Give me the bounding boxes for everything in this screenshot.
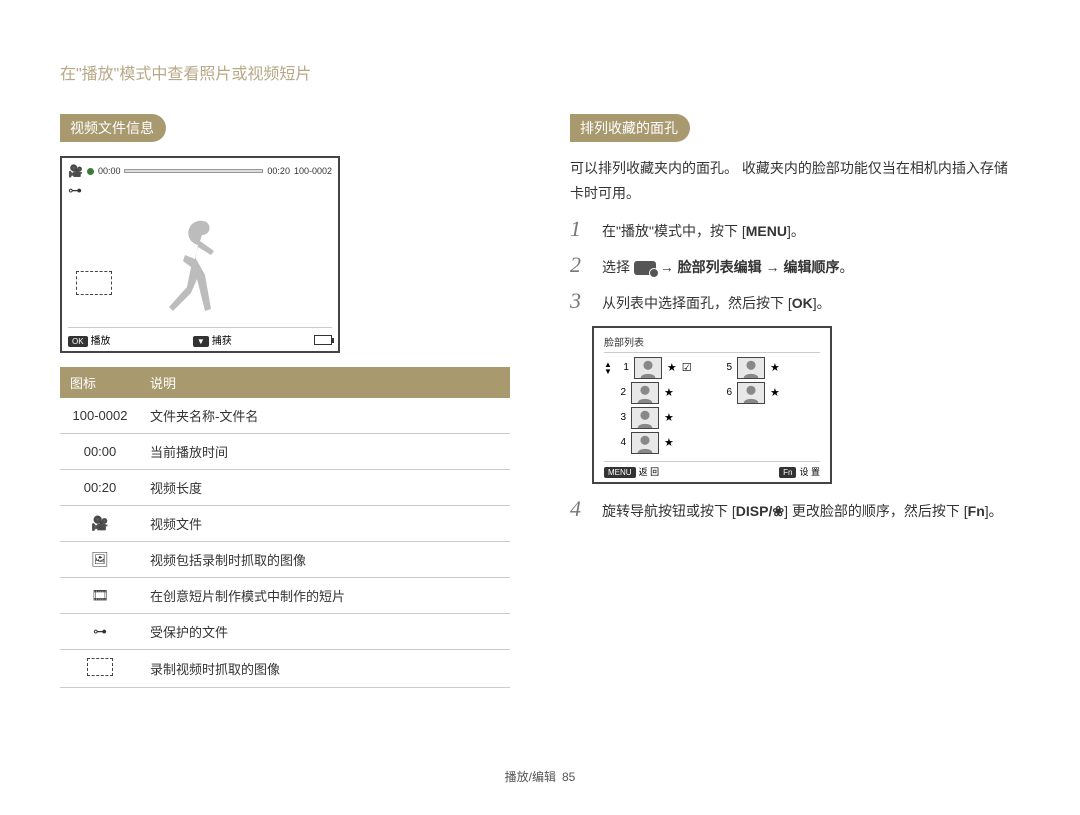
movie-icon: 🎥 xyxy=(60,506,140,542)
fn-button-label: Fn xyxy=(968,503,985,519)
face-thumb xyxy=(631,432,659,454)
ok-pill: OK xyxy=(68,336,88,347)
section-title-right: 排列收藏的面孔 xyxy=(570,114,690,142)
icon-table: 图标 说明 100-0002文件夹名称-文件名 00:00当前播放时间 00:2… xyxy=(60,367,510,688)
disp-button-label: DISP/ xyxy=(736,503,773,519)
face-thumb xyxy=(631,407,659,429)
star-icon: ★ xyxy=(664,436,674,449)
set-label: 设 置 xyxy=(799,467,820,477)
right-column: 排列收藏的面孔 可以排列收藏夹内的面孔。 收藏夹内的脸部功能仅当在相机内插入存储… xyxy=(570,114,1020,688)
step-3: 3 从列表中选择面孔，然后按下 [OK]。 xyxy=(570,290,1020,316)
play-label: 播放 xyxy=(91,336,111,347)
table-row: 录制视频时抓取的图像 xyxy=(60,650,510,688)
lcd-fileno: 100-0002 xyxy=(294,166,332,176)
star-icon: ★ xyxy=(770,361,780,374)
face-list-screen: 脸部列表 ▲▼1★☑ 2★ 3★ 4★ 5★ 6★ MENU返 回 Fn设 置 xyxy=(592,326,832,484)
face-thumb xyxy=(631,382,659,404)
table-row: 100-0002文件夹名称-文件名 xyxy=(60,398,510,434)
face-row: ▲▼1★☑ xyxy=(604,357,702,379)
table-row: 00:20视频长度 xyxy=(60,470,510,506)
table-row: ⊶受保护的文件 xyxy=(60,614,510,650)
rec-dot-icon xyxy=(87,168,94,175)
progress-bar xyxy=(124,169,263,173)
table-row: 🖼视频包括录制时抓取的图像 xyxy=(60,542,510,578)
section-title-left: 视频文件信息 xyxy=(60,114,166,142)
menu-pill: MENU xyxy=(604,467,636,478)
dancer-silhouette xyxy=(165,213,235,323)
step-2: 2 选择 → 脸部列表编辑 → 编辑顺序。 xyxy=(570,254,1020,280)
intro-text: 可以排列收藏夹内的面孔。 收藏夹内的脸部功能仅当在相机内插入存储卡时可用。 xyxy=(570,156,1020,206)
star-icon: ★ xyxy=(667,361,677,374)
movie-icon: 🎥 xyxy=(68,164,83,178)
back-label: 返 回 xyxy=(639,467,660,477)
face-row: 3★ xyxy=(604,407,702,429)
step-1: 1 在"播放"模式中，按下 [MENU]。 xyxy=(570,218,1020,244)
lcd-current-time: 00:00 xyxy=(98,166,121,176)
th-desc: 说明 xyxy=(140,367,510,398)
face-row: 6★ xyxy=(722,382,820,404)
settings-icon xyxy=(634,261,656,275)
face-thumb xyxy=(737,382,765,404)
table-row: 🎞在创意短片制作模式中制作的短片 xyxy=(60,578,510,614)
lock-icon: ⊶ xyxy=(68,182,332,199)
flower-icon: ❀ xyxy=(772,503,784,519)
face-row: 5★ xyxy=(722,357,820,379)
frame-icon: 🖼 xyxy=(60,542,140,578)
face-screen-title: 脸部列表 xyxy=(604,334,820,353)
down-pill: ▼ xyxy=(193,336,209,347)
check-icon: ☑ xyxy=(682,361,692,374)
fn-pill: Fn xyxy=(779,467,796,478)
face-row: 4★ xyxy=(604,432,702,454)
left-column: 视频文件信息 🎥 00:00 00:20 100-0002 ⊶ OK播放 ▼捕获 xyxy=(60,114,510,688)
battery-icon xyxy=(314,335,332,345)
face-thumb xyxy=(634,357,662,379)
menu-button-label: MENU xyxy=(746,223,787,239)
ok-button-label: OK xyxy=(792,295,813,311)
lock-icon: ⊶ xyxy=(60,614,140,650)
star-icon: ★ xyxy=(664,411,674,424)
video-lcd-preview: 🎥 00:00 00:20 100-0002 ⊶ OK播放 ▼捕获 xyxy=(60,156,340,353)
table-row: 00:00当前播放时间 xyxy=(60,434,510,470)
page-footer: 播放/编辑85 xyxy=(0,768,1080,785)
table-row: 🎥视频文件 xyxy=(60,506,510,542)
th-icon: 图标 xyxy=(60,367,140,398)
capture-label: 捕获 xyxy=(212,336,232,347)
star-icon: ★ xyxy=(770,386,780,399)
face-row: 2★ xyxy=(604,382,702,404)
lcd-total-time: 00:20 xyxy=(267,166,290,176)
breadcrumb: 在"播放"模式中查看照片或视频短片 xyxy=(0,0,1080,84)
capture-thumb-icon xyxy=(76,271,112,295)
thumb-icon xyxy=(87,658,113,676)
face-thumb xyxy=(737,357,765,379)
step-4: 4 旋转导航按钮或按下 [DISP/❀] 更改脸部的顺序，然后按下 [Fn]。 xyxy=(570,498,1020,524)
clip-icon: 🎞 xyxy=(60,578,140,614)
star-icon: ★ xyxy=(664,386,674,399)
updown-icon: ▲▼ xyxy=(604,361,612,375)
